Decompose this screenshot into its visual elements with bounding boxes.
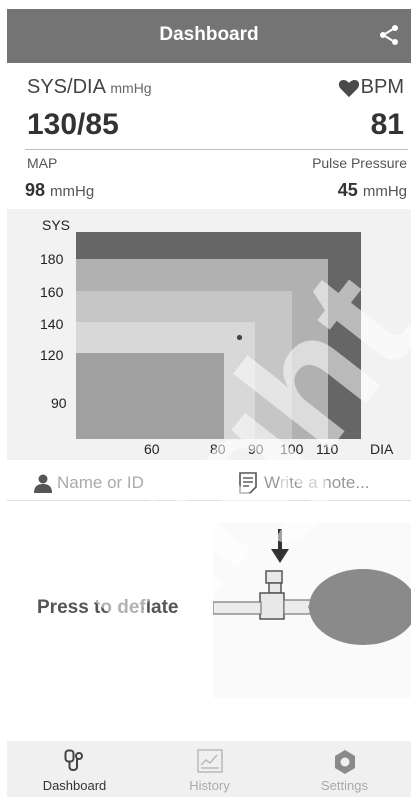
map-label: MAP [27,155,58,171]
tab-history[interactable]: History [142,741,277,797]
x-tick-80: 80 [210,441,226,457]
bpm-value: 81 [370,108,404,141]
page-title: Dashboard [159,24,259,45]
pulse-pressure-unit: mmHg [362,183,407,200]
bp-classification-chart: SYS 180 160 140 120 90 60 80 90 100 110 … [7,209,411,460]
chart-icon [196,749,223,773]
pump-bulb-button[interactable] [213,523,411,698]
map-unit: mmHg [50,183,95,200]
note-field[interactable]: Write a note... [264,473,370,492]
patient-input-row: Name or ID Write a note... [7,466,411,501]
zone-1 [76,353,224,439]
person-icon [34,474,52,493]
deflate-label: Press to deflate [37,597,179,618]
bottom-tab-bar: Dashboard History Settings [7,741,411,797]
map-number: 98 [25,180,46,200]
chart-zones [76,232,361,439]
tab-settings-label: Settings [321,778,368,793]
x-tick-60: 60 [144,441,160,457]
y-axis-title: SYS [42,217,71,233]
sysdia-label-text: SYS/DIA [27,76,105,98]
bpm-label: BPM [338,76,404,99]
sysdia-value: 130/85 [27,108,119,141]
stethoscope-icon [64,749,83,771]
note-icon [239,472,257,494]
map-value: 98 mmHg [25,180,94,201]
x-tick-90: 90 [248,441,264,457]
tab-dashboard[interactable]: Dashboard [7,741,142,797]
x-tick-100: 100 [280,441,304,457]
pulse-pressure-value: 45 mmHg [338,180,407,201]
tab-dashboard-label: Dashboard [42,778,107,793]
tab-settings[interactable]: Settings [277,741,412,797]
pulse-pressure-number: 45 [337,180,358,200]
share-icon[interactable] [377,23,401,47]
pulse-pressure-label: Pulse Pressure [312,155,407,171]
name-field[interactable]: Name or ID [57,473,144,492]
y-tick-140: 140 [40,316,64,332]
y-tick-180: 180 [40,251,64,267]
x-tick-110: 110 [316,441,339,457]
bpm-label-text: BPM [360,76,404,98]
sysdia-label: SYS/DIA mmHg [27,76,152,99]
reading-point [236,334,243,341]
sysdia-unit: mmHg [110,80,152,96]
app-header: Dashboard [7,9,411,63]
y-tick-160: 160 [40,284,64,300]
y-tick-120: 120 [40,347,64,363]
heart-icon [338,79,359,97]
gear-icon [334,750,355,774]
tab-history-label: History [189,778,230,793]
x-axis-title: DIA [370,441,394,457]
y-tick-90: 90 [51,395,67,411]
divider [25,149,408,150]
